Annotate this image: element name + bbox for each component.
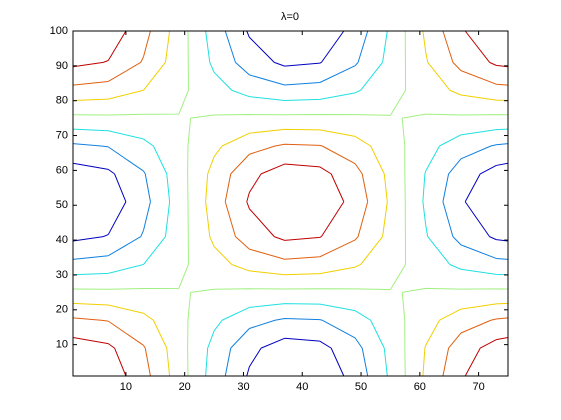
y-tick-label: 30 xyxy=(56,269,68,281)
y-tick-label: 20 xyxy=(56,304,68,316)
contour-line xyxy=(72,30,509,377)
contour-line xyxy=(72,30,509,377)
contour-line xyxy=(72,30,509,377)
y-tick-label: 10 xyxy=(56,339,68,351)
y-tick-label: 100 xyxy=(50,25,68,37)
y-tick-label: 40 xyxy=(56,234,68,246)
x-tick-label: 20 xyxy=(179,381,191,393)
axes-box xyxy=(72,30,509,377)
y-tick-label: 60 xyxy=(56,164,68,176)
y-tick-label: 50 xyxy=(56,199,68,211)
x-tick-label: 10 xyxy=(120,381,132,393)
plot-area xyxy=(73,31,508,376)
y-tick-label: 70 xyxy=(56,129,68,141)
contour-line xyxy=(72,30,509,377)
x-tick-label: 70 xyxy=(472,381,484,393)
contour-line xyxy=(72,30,509,377)
y-tick-label: 90 xyxy=(56,60,68,72)
contour-line xyxy=(72,30,509,377)
x-tick-label: 50 xyxy=(355,381,367,393)
contour-line xyxy=(72,30,509,377)
chart-title: λ=0 xyxy=(281,11,299,23)
x-tick-label: 60 xyxy=(414,381,426,393)
y-tick-label: 80 xyxy=(56,95,68,107)
x-tick-label: 40 xyxy=(296,381,308,393)
x-tick-label: 30 xyxy=(237,381,249,393)
